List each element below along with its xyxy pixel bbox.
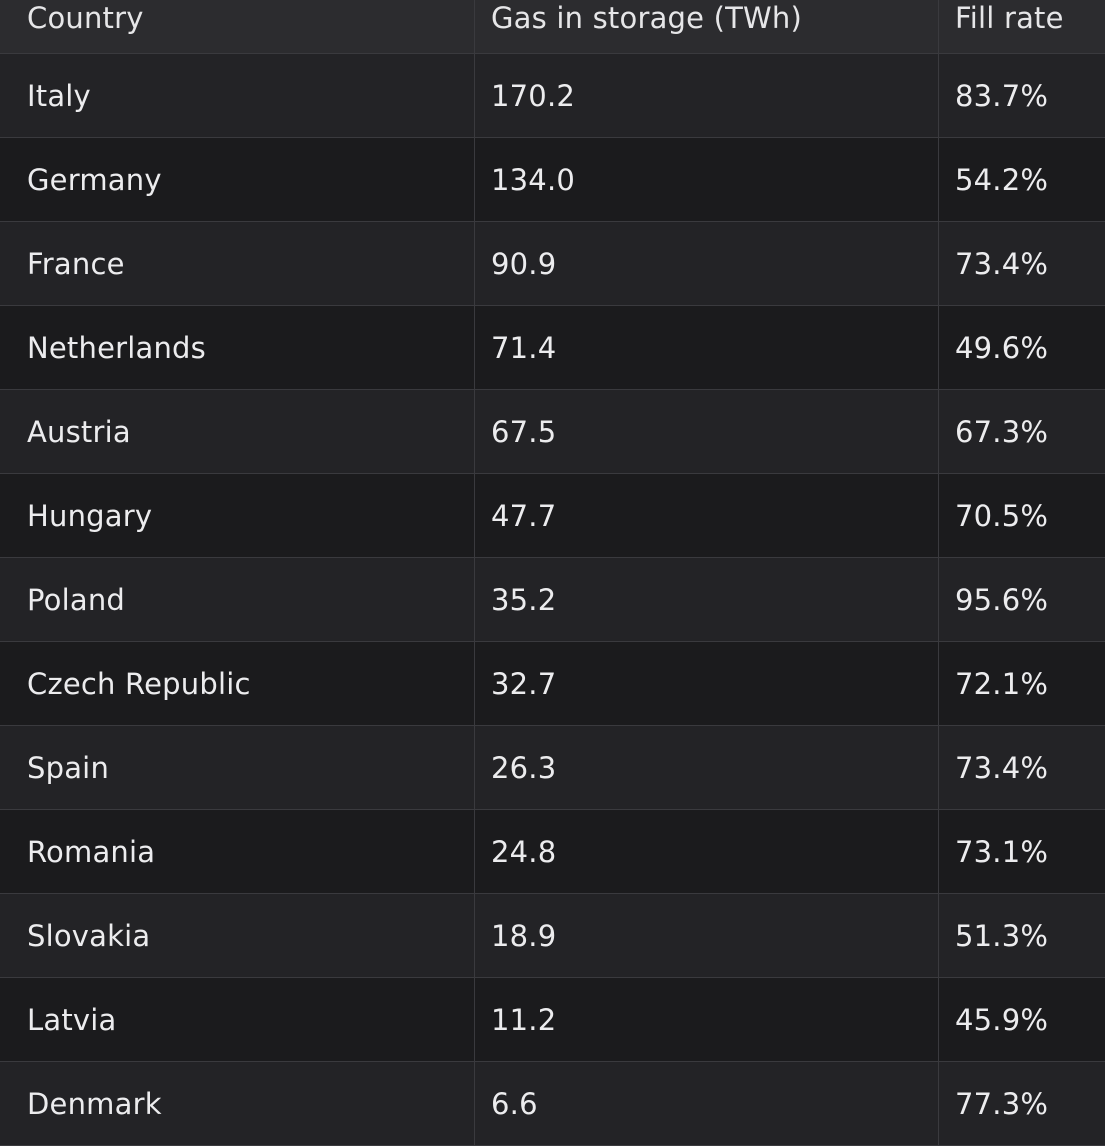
cell-country: Spain (27, 750, 110, 785)
cell-gas-in-storage: 90.9 (474, 222, 938, 305)
table-row: Netherlands 71.4 49.6% (0, 306, 1105, 390)
cell-gas-in-storage: 35.2 (474, 558, 938, 641)
cell-gas-in-storage: 134.0 (474, 138, 938, 221)
table-row: Italy 170.2 83.7% (0, 54, 1105, 138)
header-fill-rate[interactable]: Fill rate (938, 0, 1105, 53)
table-row: Slovakia 18.9 51.3% (0, 894, 1105, 978)
cell-fill-rate: 51.3% (938, 894, 1105, 977)
table-row: France 90.9 73.4% (0, 222, 1105, 306)
cell-country: Denmark (27, 1086, 162, 1121)
cell-country: Netherlands (27, 330, 206, 365)
table-header-row: Country Gas in storage (TWh) Fill rate (0, 0, 1105, 54)
cell-country: Italy (27, 78, 91, 113)
cell-gas-in-storage: 18.9 (474, 894, 938, 977)
cell-gas-in-storage: 11.2 (474, 978, 938, 1061)
cell-fill-rate: 67.3% (938, 390, 1105, 473)
table-body: Italy 170.2 83.7% Germany 134.0 54.2% France 90… (0, 54, 1105, 1146)
cell-fill-rate: 73.4% (938, 726, 1105, 809)
cell-fill-rate: 73.4% (938, 222, 1105, 305)
cell-country: Romania (27, 834, 156, 869)
table-row: Denmark 6.6 77.3% (0, 1062, 1105, 1146)
cell-country: Germany (27, 162, 162, 197)
cell-fill-rate: 83.7% (938, 54, 1105, 137)
cell-gas-in-storage: 71.4 (474, 306, 938, 389)
table-row: Poland 35.2 95.6% (0, 558, 1105, 642)
cell-country: Czech Republic (27, 666, 251, 701)
cell-gas-in-storage: 170.2 (474, 54, 938, 137)
cell-country: Slovakia (27, 918, 151, 953)
cell-fill-rate: 45.9% (938, 978, 1105, 1061)
cell-fill-rate: 49.6% (938, 306, 1105, 389)
cell-gas-in-storage: 67.5 (474, 390, 938, 473)
cell-country: Poland (27, 582, 126, 617)
table-row: Romania 24.8 73.1% (0, 810, 1105, 894)
table-row: Austria 67.5 67.3% (0, 390, 1105, 474)
cell-fill-rate: 73.1% (938, 810, 1105, 893)
cell-country: France (27, 246, 125, 281)
cell-gas-in-storage: 47.7 (474, 474, 938, 557)
table-row: Spain 26.3 73.4% (0, 726, 1105, 810)
cell-fill-rate: 54.2% (938, 138, 1105, 221)
cell-country: Latvia (27, 1002, 117, 1037)
cell-gas-in-storage: 24.8 (474, 810, 938, 893)
cell-country: Austria (27, 414, 131, 449)
header-country[interactable]: Country (27, 1, 144, 35)
cell-fill-rate: 70.5% (938, 474, 1105, 557)
cell-country: Hungary (27, 498, 153, 533)
table-row: Latvia 11.2 45.9% (0, 978, 1105, 1062)
cell-fill-rate: 72.1% (938, 642, 1105, 725)
cell-gas-in-storage: 6.6 (474, 1062, 938, 1145)
table-row: Germany 134.0 54.2% (0, 138, 1105, 222)
cell-gas-in-storage: 26.3 (474, 726, 938, 809)
header-gas-in-storage[interactable]: Gas in storage (TWh) (474, 0, 938, 53)
cell-fill-rate: 95.6% (938, 558, 1105, 641)
cell-gas-in-storage: 32.7 (474, 642, 938, 725)
table-row: Czech Republic 32.7 72.1% (0, 642, 1105, 726)
cell-fill-rate: 77.3% (938, 1062, 1105, 1145)
table-row: Hungary 47.7 70.5% (0, 474, 1105, 558)
